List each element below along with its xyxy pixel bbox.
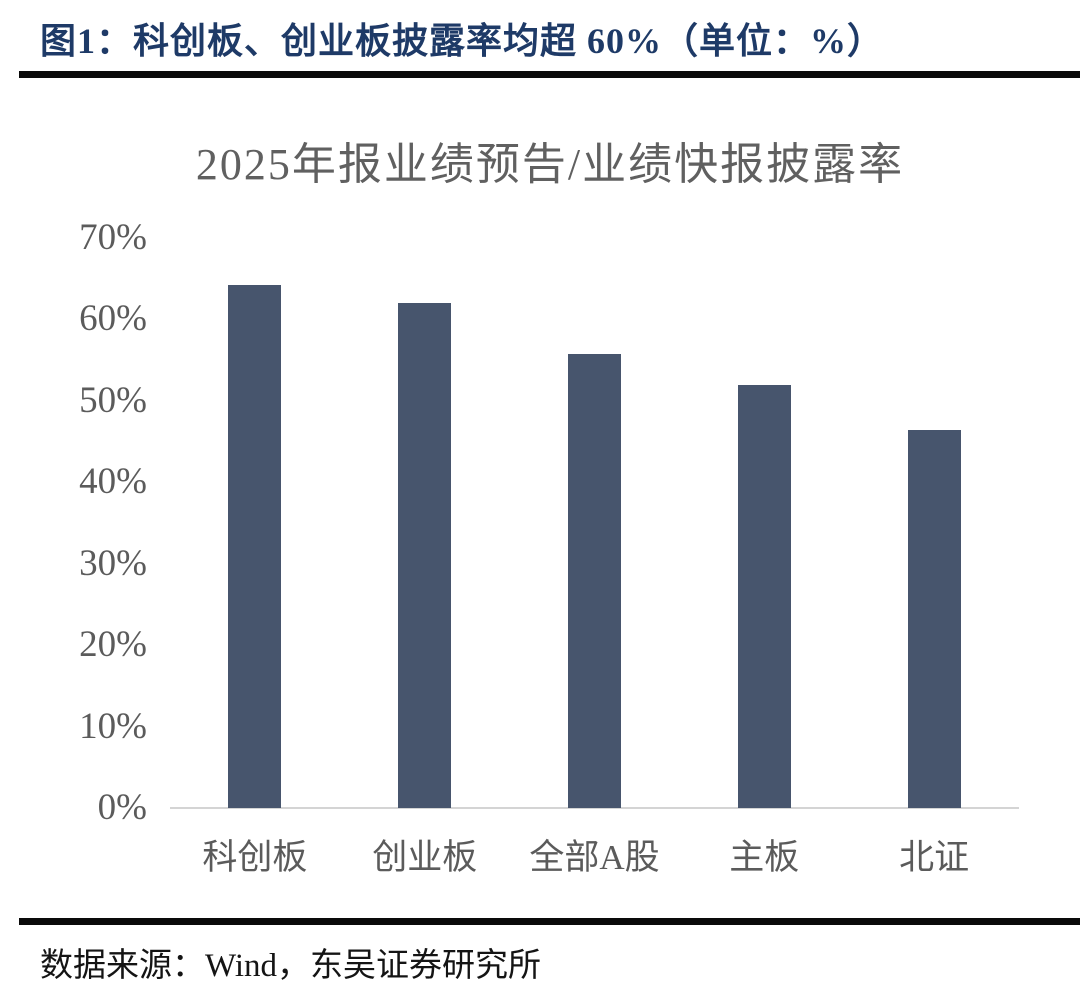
bar-北证 bbox=[907, 430, 961, 808]
x-axis-label-北证: 北证 bbox=[899, 838, 970, 877]
y-axis-tick-label: 40% bbox=[79, 461, 147, 503]
top-divider bbox=[19, 71, 1080, 78]
x-axis-label-创业板: 创业板 bbox=[372, 838, 478, 877]
bottom-divider bbox=[19, 918, 1080, 925]
y-axis-tick-label: 30% bbox=[79, 542, 147, 584]
y-axis-tick-label: 0% bbox=[97, 787, 147, 828]
data-source: 数据来源：Wind，东吴证券研究所 bbox=[40, 948, 541, 984]
bar-全部A股 bbox=[568, 353, 621, 808]
figure-title: 图1：科创板、创业板披露率均超 60%（单位：%） bbox=[40, 21, 885, 61]
x-axis-label-科创板: 科创板 bbox=[202, 838, 308, 877]
x-axis-label-主板: 主板 bbox=[729, 838, 800, 877]
y-axis-tick-label: 50% bbox=[79, 379, 147, 421]
y-axis-tick-label: 70% bbox=[79, 217, 147, 258]
y-axis-tick-label: 10% bbox=[79, 705, 147, 747]
bar-科创板 bbox=[228, 285, 282, 808]
y-axis-tick-label: 60% bbox=[79, 298, 147, 340]
x-axis-line bbox=[170, 807, 1019, 809]
bar-创业板 bbox=[398, 303, 452, 808]
x-axis-label-全部A股: 全部A股 bbox=[529, 838, 660, 877]
bar-主板 bbox=[737, 385, 791, 808]
chart-title: 2025年报业绩预告/业绩快报披露率 bbox=[195, 140, 905, 189]
y-axis-tick-label: 20% bbox=[79, 624, 147, 666]
